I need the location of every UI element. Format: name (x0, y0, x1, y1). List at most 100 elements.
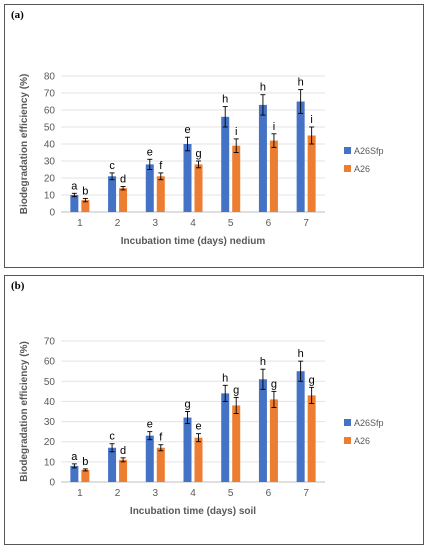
x-tick-label: 4 (190, 488, 196, 499)
significance-letter: e (184, 124, 190, 136)
significance-letter: f (159, 160, 163, 172)
y-tick-label: 40 (44, 397, 56, 408)
legend-label: A26 (354, 436, 370, 446)
y-tick-label: 30 (44, 417, 56, 428)
significance-letter: g (184, 399, 190, 411)
significance-letter: f (159, 432, 163, 444)
y-tick-label: 40 (44, 140, 56, 151)
chart-panel-b: (b) 0 10 20 30 40 50 60 70 a b 1 c d 2 e f 3 g e 4 h g 5 h g 6 h g 7… (4, 275, 424, 545)
y-tick-label: 0 (49, 478, 55, 489)
y-tick-label: 0 (49, 208, 55, 219)
legend-label: A26Sfp (354, 418, 384, 428)
y-tick-label: 10 (44, 457, 56, 468)
bar-a26sfp-day-5 (221, 393, 230, 482)
significance-letter: a (71, 180, 78, 192)
significance-letter: i (273, 121, 275, 133)
legend-swatch (344, 419, 351, 426)
significance-letter: d (120, 445, 126, 457)
y-tick-label: 50 (44, 123, 56, 134)
y-tick-label: 50 (44, 377, 56, 388)
significance-letter: e (195, 421, 201, 433)
x-tick-label: 3 (153, 218, 159, 229)
bar-a26sfp-day-5 (221, 116, 230, 212)
bar-a26sfp-day-6 (258, 379, 267, 482)
y-axis-title: Biodegradation efficiency (%) (19, 341, 30, 482)
significance-letter: i (235, 126, 237, 138)
bar-a26-day-1 (81, 200, 90, 212)
x-axis-title: Incubation time (days) nedium (121, 236, 266, 247)
bar-a26-day-5 (232, 405, 241, 482)
significance-letter: h (222, 372, 228, 384)
significance-letter: c (109, 160, 115, 172)
significance-letter: g (195, 148, 201, 160)
significance-letter: e (147, 146, 153, 158)
legend-label: A26Sfp (354, 146, 384, 156)
panel-label-b: (b) (11, 280, 25, 292)
y-tick-label: 70 (44, 89, 56, 100)
significance-letter: b (82, 185, 88, 197)
significance-letter: h (260, 82, 266, 94)
y-tick-label: 30 (44, 157, 56, 168)
legend-swatch (344, 147, 351, 154)
y-tick-label: 10 (44, 191, 56, 202)
significance-letter: d (120, 174, 126, 186)
panel-label-a: (a) (11, 9, 24, 21)
y-axis-title: Biodegradation efficiency (%) (19, 74, 30, 215)
x-tick-label: 3 (153, 488, 159, 499)
significance-letter: h (222, 94, 228, 106)
bar-a26sfp-day-3 (145, 435, 154, 482)
x-tick-label: 7 (303, 218, 309, 229)
legend-label: A26 (354, 164, 370, 174)
bar-a26-day-5 (232, 145, 241, 212)
x-tick-label: 1 (77, 218, 83, 229)
y-tick-label: 80 (44, 72, 56, 83)
bar-a26-day-6 (269, 399, 278, 482)
x-tick-label: 2 (115, 488, 121, 499)
bar-a26sfp-day-2 (108, 176, 117, 212)
x-tick-label: 5 (228, 218, 234, 229)
chart-panel-a: (a) 0 10 20 30 40 50 60 70 80 a b 1 c d 2 e f 3 e g 4 h i 5 h i 6 h… (4, 4, 424, 268)
significance-letter: g (309, 374, 315, 386)
y-tick-label: 60 (44, 357, 56, 368)
significance-letter: e (147, 419, 153, 431)
significance-letter: h (298, 348, 304, 360)
x-tick-label: 1 (77, 488, 83, 499)
bar-a26-day-7 (307, 135, 316, 212)
bar-a26sfp-day-4 (183, 144, 192, 212)
bar-a26-day-1 (81, 469, 90, 482)
bar-a26-day-7 (307, 395, 316, 482)
significance-letter: h (298, 77, 304, 89)
y-tick-label: 60 (44, 106, 56, 117)
x-axis-title: Incubation time (days) soil (130, 506, 256, 517)
x-tick-label: 7 (303, 488, 309, 499)
bar-a26sfp-day-2 (108, 447, 117, 482)
bar-a26sfp-day-1 (70, 195, 79, 212)
bar-a26-day-3 (156, 447, 165, 482)
x-tick-label: 4 (190, 218, 196, 229)
bar-a26-day-2 (119, 459, 128, 482)
significance-letter: b (82, 456, 88, 468)
significance-letter: g (271, 378, 277, 390)
bar-a26sfp-day-6 (258, 104, 267, 212)
bar-a26sfp-day-4 (183, 417, 192, 482)
bar-a26-day-6 (269, 140, 278, 212)
significance-letter: i (310, 114, 312, 126)
y-tick-label: 70 (44, 337, 56, 348)
bar-a26sfp-day-3 (145, 164, 154, 212)
significance-letter: c (109, 431, 115, 443)
bar-a26sfp-day-7 (296, 101, 305, 212)
bar-a26-day-4 (194, 164, 203, 212)
legend-swatch (344, 165, 351, 172)
bar-a26-day-3 (156, 176, 165, 212)
bar-a26-day-4 (194, 437, 203, 482)
bar-a26sfp-day-1 (70, 465, 79, 482)
significance-letter: a (71, 451, 78, 463)
x-tick-label: 2 (115, 218, 121, 229)
x-tick-label: 6 (266, 488, 272, 499)
bar-a26-day-2 (119, 188, 128, 212)
x-tick-label: 5 (228, 488, 234, 499)
x-tick-label: 6 (266, 218, 272, 229)
bar-a26sfp-day-7 (296, 371, 305, 482)
